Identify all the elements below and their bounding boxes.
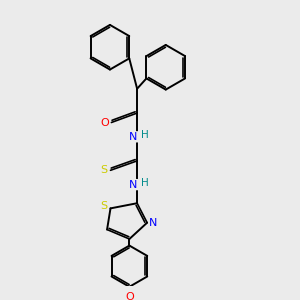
Text: N: N (149, 218, 158, 228)
Text: H: H (141, 130, 149, 140)
Text: S: S (100, 201, 108, 211)
Text: H: H (141, 178, 149, 188)
Text: S: S (100, 165, 108, 175)
Text: O: O (125, 292, 134, 300)
Text: O: O (101, 118, 110, 128)
Text: N: N (129, 132, 138, 142)
Text: N: N (129, 180, 138, 190)
